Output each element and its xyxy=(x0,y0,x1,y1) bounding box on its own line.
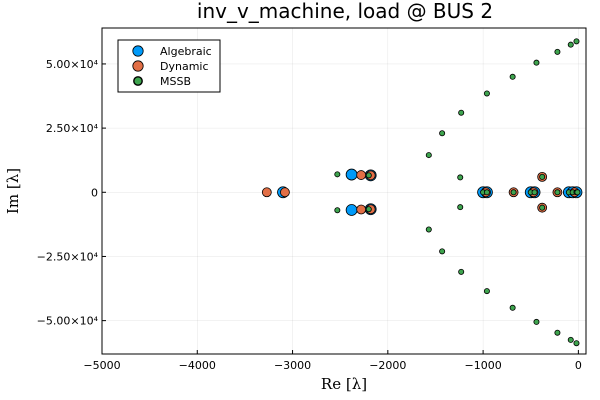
x-tick-label: −4000 xyxy=(179,359,216,372)
data-point xyxy=(439,130,446,137)
data-point xyxy=(531,189,538,196)
x-tick-label: −2000 xyxy=(369,359,406,372)
data-point xyxy=(365,172,372,179)
x-axis-ticks: −5000 −4000 −3000 −2000 −1000 0 xyxy=(83,350,582,372)
series-mssb xyxy=(334,38,581,347)
data-point xyxy=(483,288,490,295)
data-point xyxy=(509,73,516,80)
x-tick-label: −3000 xyxy=(274,359,311,372)
data-point xyxy=(509,304,516,311)
data-point xyxy=(425,226,432,233)
data-point xyxy=(533,59,540,66)
y-tick-label: 0 xyxy=(91,186,98,199)
legend-marker xyxy=(132,45,144,57)
data-point xyxy=(457,204,464,211)
legend-label: Dynamic xyxy=(160,60,209,73)
data-point xyxy=(483,90,490,97)
chart-title: inv_v_machine, load @ BUS 2 xyxy=(197,0,493,23)
data-point xyxy=(334,207,341,214)
y-axis-label: Im [λ] xyxy=(4,168,22,214)
data-point xyxy=(554,329,561,336)
legend-label: Algebraic xyxy=(160,45,212,58)
data-point xyxy=(280,187,290,198)
data-point xyxy=(539,173,546,180)
data-point xyxy=(573,38,580,45)
data-point xyxy=(261,187,272,198)
data-point xyxy=(554,189,561,196)
data-point xyxy=(567,336,574,343)
data-point xyxy=(345,168,358,181)
data-points xyxy=(261,38,583,347)
data-point xyxy=(483,189,490,196)
legend: Algebraic Dynamic MSSB xyxy=(117,39,221,93)
data-point xyxy=(439,248,446,255)
data-point xyxy=(554,48,561,55)
y-tick-label: −2.50×10⁴ xyxy=(37,250,99,263)
y-tick-label: −5.00×10⁴ xyxy=(37,315,99,328)
data-point xyxy=(334,171,341,178)
data-point xyxy=(425,152,432,159)
data-point xyxy=(356,170,367,180)
data-point xyxy=(539,204,546,211)
data-point xyxy=(457,174,464,181)
data-point xyxy=(356,204,367,215)
y-tick-label: 5.00×10⁴ xyxy=(46,58,99,71)
legend-marker xyxy=(133,76,143,86)
data-point xyxy=(567,41,574,48)
data-point xyxy=(533,318,540,325)
y-tick-label: 2.50×10⁴ xyxy=(46,122,99,135)
data-point xyxy=(365,206,372,213)
x-tick-label: 0 xyxy=(575,359,582,372)
y-axis-ticks: −5.00×10⁴ −2.50×10⁴ 0 2.50×10⁴ 5.00×10⁴ xyxy=(37,58,106,328)
data-point xyxy=(458,268,465,275)
data-point xyxy=(574,189,581,196)
data-point xyxy=(573,340,580,347)
x-axis-label: Re [λ] xyxy=(321,375,367,393)
plot-frame xyxy=(101,27,587,355)
data-point xyxy=(510,189,517,196)
data-point xyxy=(458,109,465,116)
x-tick-label: −5000 xyxy=(83,359,120,372)
legend-label: MSSB xyxy=(160,75,191,88)
x-tick-label: −1000 xyxy=(464,359,501,372)
data-point xyxy=(345,204,358,216)
legend-marker xyxy=(132,60,144,72)
